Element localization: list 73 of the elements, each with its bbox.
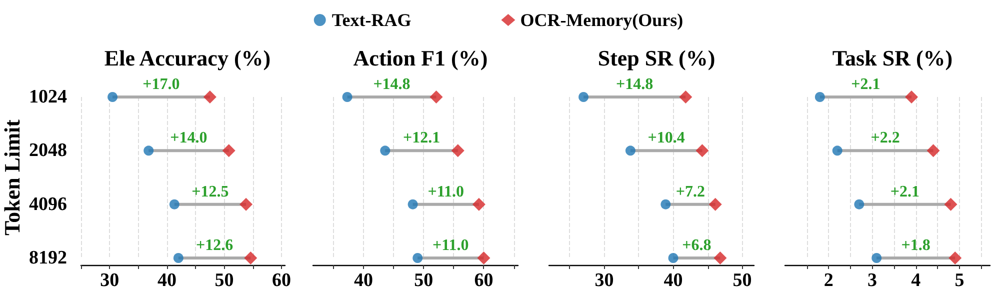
x-tick-label: 40	[157, 270, 176, 291]
x-tick-label: 50	[732, 270, 752, 291]
point	[814, 92, 825, 102]
point	[451, 144, 464, 158]
data-label: +2.1	[851, 76, 880, 93]
data-label: +6.8	[682, 237, 712, 254]
point	[832, 146, 842, 156]
x-tick-label: 3	[867, 270, 877, 291]
legend-label: OCR-Memory(Ours)	[520, 10, 684, 30]
y-tick-label: 2048	[29, 140, 67, 162]
point	[173, 253, 184, 263]
x-tick-label: 30	[100, 270, 120, 291]
point	[222, 144, 236, 158]
point	[240, 198, 253, 211]
data-label: +11.0	[428, 183, 464, 200]
data-label: +14.8	[373, 76, 410, 93]
chart-title: Step SR (%)	[598, 46, 716, 70]
point	[342, 92, 352, 102]
point	[203, 90, 216, 104]
x-tick-label: 60	[474, 270, 494, 291]
point	[944, 198, 958, 211]
data-label: +12.6	[196, 237, 234, 254]
point	[408, 199, 418, 210]
data-label: +7.2	[676, 183, 706, 200]
point	[696, 144, 709, 158]
point	[144, 146, 154, 156]
point	[169, 199, 180, 210]
data-label: +10.4	[648, 130, 685, 147]
point	[714, 252, 727, 264]
y-axis-title: Token Limit	[0, 118, 24, 236]
point	[108, 92, 118, 102]
point	[244, 252, 258, 264]
data-label: +2.1	[890, 183, 920, 200]
x-tick-label: 50	[214, 270, 234, 291]
data-label: +11.0	[432, 237, 469, 254]
point	[668, 253, 678, 263]
y-tick-label: 8192	[29, 248, 67, 268]
x-tick-label: 30	[594, 270, 614, 291]
point	[430, 90, 443, 104]
point	[708, 198, 722, 211]
point	[926, 144, 940, 158]
point	[412, 253, 423, 263]
point	[477, 252, 490, 264]
point	[854, 199, 864, 210]
y-tick-label: 4096	[29, 194, 67, 215]
data-label: +1.8	[901, 237, 930, 254]
x-tick-label: 5	[954, 270, 964, 291]
point	[904, 90, 918, 104]
data-label: +12.5	[192, 183, 229, 200]
chart-title: Task SR (%)	[832, 46, 953, 70]
chart-title: Action F1 (%)	[353, 46, 488, 70]
point	[578, 92, 589, 102]
point	[872, 253, 882, 263]
x-tick-label: 40	[664, 270, 683, 291]
x-tick-label: 40	[354, 270, 373, 291]
legend-label: Text-RAG	[332, 10, 412, 30]
point	[948, 252, 962, 264]
point	[380, 146, 390, 156]
data-label: +14.0	[170, 130, 208, 147]
point	[660, 199, 671, 210]
data-label: +2.2	[870, 130, 900, 147]
x-tick-label: 4	[911, 270, 922, 291]
x-tick-label: 50	[414, 270, 434, 291]
data-label: +12.1	[402, 130, 440, 147]
y-tick-label: 1024	[29, 86, 68, 108]
chart-title: Ele Accuracy (%)	[104, 46, 271, 70]
point	[625, 146, 636, 156]
data-label: +14.8	[616, 76, 654, 93]
x-tick-label: 60	[272, 270, 292, 291]
point	[679, 90, 692, 104]
x-tick-label: 2	[824, 270, 834, 291]
point	[472, 198, 486, 211]
data-label: +17.0	[142, 76, 180, 93]
